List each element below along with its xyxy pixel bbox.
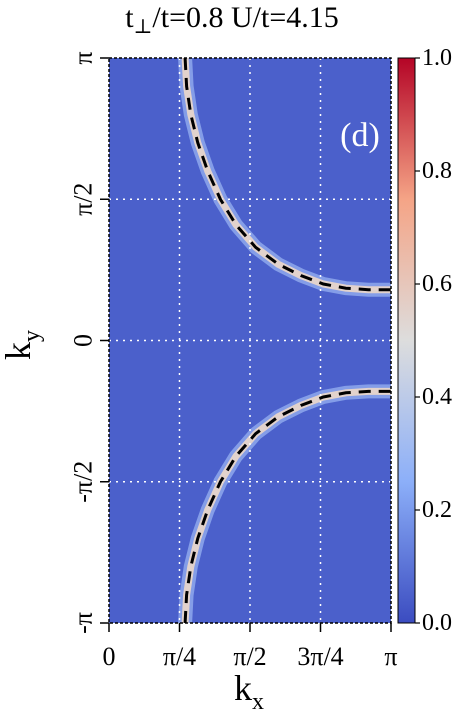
colorbar: 0.0 0.2 0.4 0.6 0.8 1.0 <box>397 45 452 636</box>
x-tick-label-4: π <box>384 642 397 671</box>
y-axis: -π -π/2 0 π/2 π <box>69 51 109 634</box>
y-tick-label-1: -π/2 <box>69 461 98 503</box>
panel-label: (d) <box>340 117 380 154</box>
chart-title: t⊥/t=0.8 U/t=4.15 <box>125 1 339 38</box>
colorbar-ticks: 0.0 0.2 0.4 0.6 0.8 1.0 <box>415 45 452 636</box>
x-tick-label-2: π/2 <box>233 642 266 671</box>
colorbar-tick-label-4: 0.8 <box>422 158 452 184</box>
title-rest: /t=0.8 U/t=4.15 <box>152 1 338 34</box>
x-axis-label-main: k <box>234 668 252 708</box>
colorbar-tick-label-1: 0.2 <box>422 497 452 523</box>
colorbar-gradient <box>397 57 416 624</box>
fermi-surface-upper <box>183 58 391 292</box>
grid-lines <box>109 58 391 623</box>
colorbar-tick-label-0: 0.0 <box>422 610 452 636</box>
title-perp-subscript: ⊥ <box>134 16 153 38</box>
x-axis-label-subscript: x <box>252 689 264 715</box>
colorbar-tick-label-2: 0.4 <box>422 384 452 410</box>
y-tick-label-2: 0 <box>69 334 98 347</box>
x-axis: 0 π/4 π/2 3π/4 π <box>103 623 398 671</box>
x-axis-label: kx <box>234 668 264 715</box>
colorbar-tick-label-5: 1.0 <box>422 45 452 71</box>
y-tick-label-4: π <box>69 51 98 64</box>
y-tick-label-3: π/2 <box>69 183 98 216</box>
y-axis-label: ky <box>0 330 45 360</box>
x-tick-label-0: 0 <box>103 642 116 671</box>
title-t: t <box>125 1 134 34</box>
fermi-surface-layer <box>183 58 391 623</box>
colorbar-tick-label-3: 0.6 <box>422 271 452 297</box>
x-tick-label-3: 3π/4 <box>297 642 343 671</box>
plot-area <box>109 58 391 623</box>
y-axis-label-main: k <box>0 342 38 360</box>
x-tick-label-1: π/4 <box>163 642 196 671</box>
y-axis-label-subscript: y <box>19 330 45 342</box>
y-tick-label-0: -π <box>69 612 98 634</box>
fermi-surface-lower <box>183 389 391 623</box>
